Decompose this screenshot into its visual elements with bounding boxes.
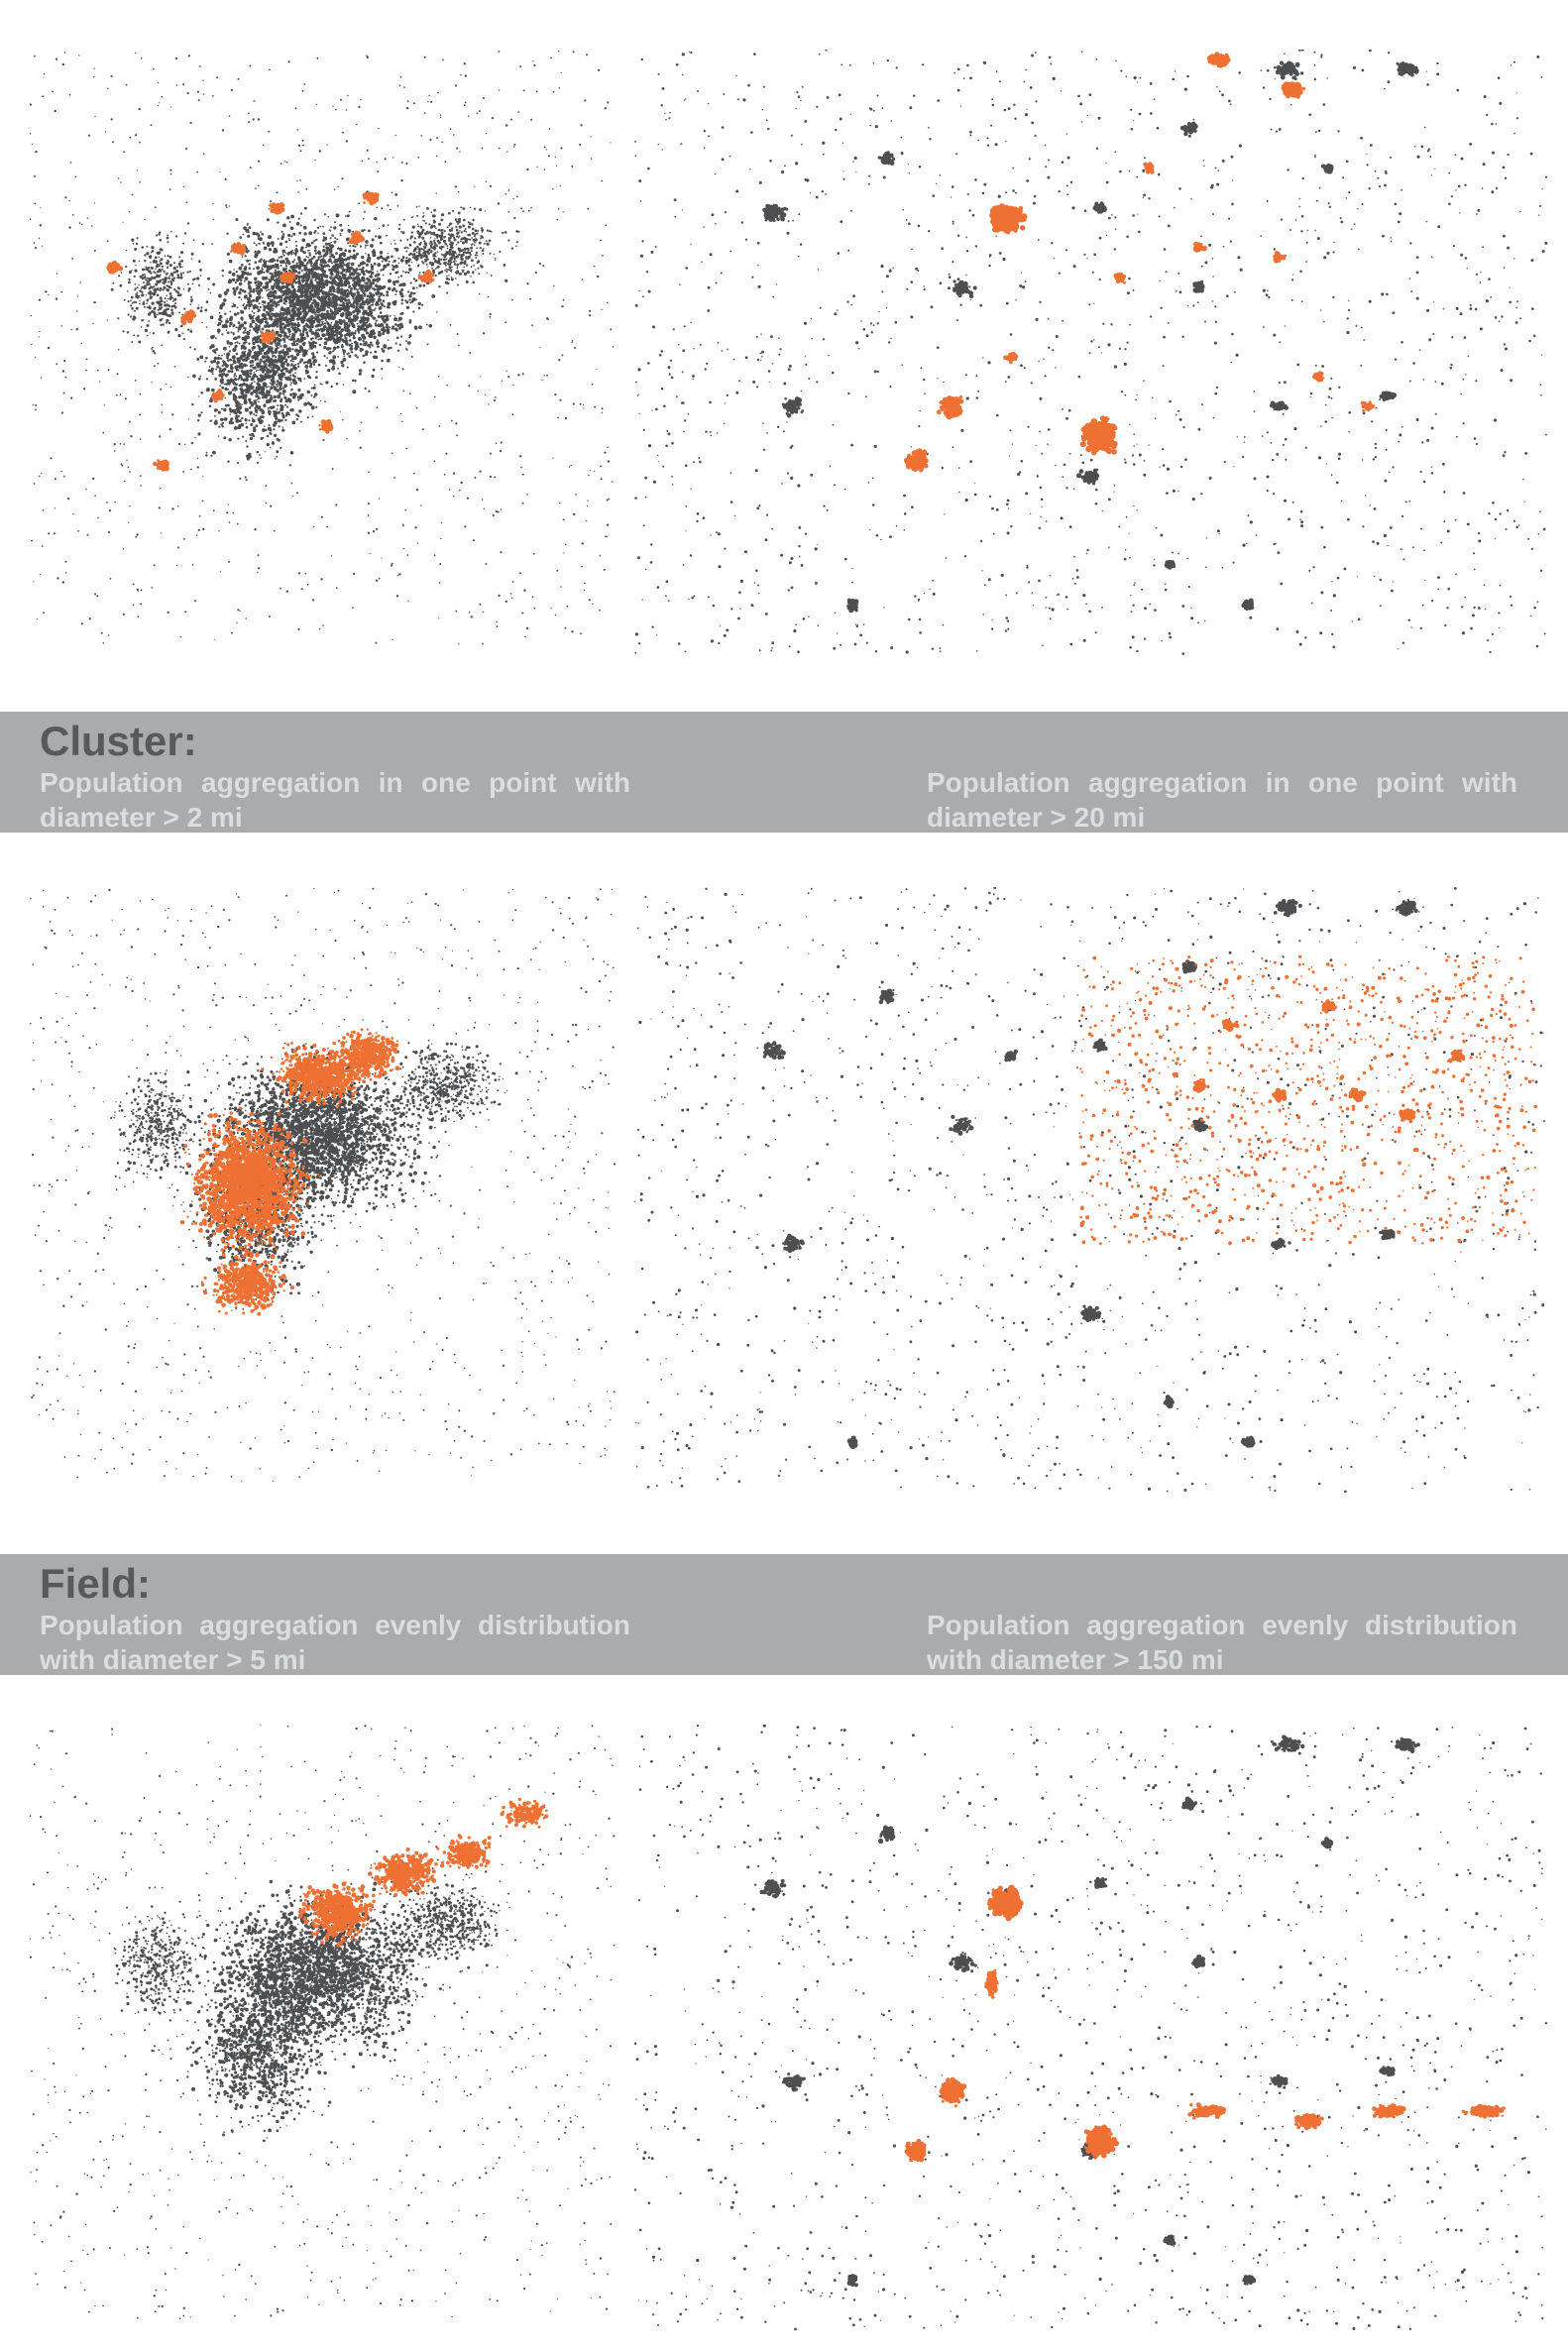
band-title: Field:	[40, 1560, 151, 1608]
field-metro-map	[30, 887, 616, 1482]
band-left-text: Population aggregation in one point with…	[40, 765, 630, 835]
band-right-text: Population aggregation evenly distributi…	[927, 1608, 1517, 1677]
highlight	[106, 191, 435, 472]
highlight	[904, 1884, 1506, 2163]
highlight	[1078, 954, 1537, 1246]
field-band: Field: Population aggregation evenly dis…	[0, 1554, 1568, 1675]
dots	[634, 887, 1545, 1494]
highlight	[298, 1797, 549, 1948]
dots	[634, 50, 1548, 655]
cluster-metro-map	[30, 51, 615, 645]
highlight	[903, 52, 1376, 473]
cluster-region-map	[634, 50, 1548, 655]
dots	[30, 887, 616, 1482]
field-region-map	[634, 887, 1545, 1494]
corridor-metro-map	[30, 1725, 616, 2319]
band-title: Cluster:	[40, 718, 197, 765]
highlight	[179, 1028, 400, 1316]
cluster-band: Cluster: Population aggregation in one p…	[0, 712, 1568, 833]
dots	[30, 51, 615, 645]
band-right-text: Population aggregation in one point with…	[927, 765, 1517, 835]
dots	[634, 1725, 1548, 2331]
corridor-region-map	[634, 1725, 1548, 2331]
band-left-text: Population aggregation evenly distributi…	[40, 1608, 630, 1677]
